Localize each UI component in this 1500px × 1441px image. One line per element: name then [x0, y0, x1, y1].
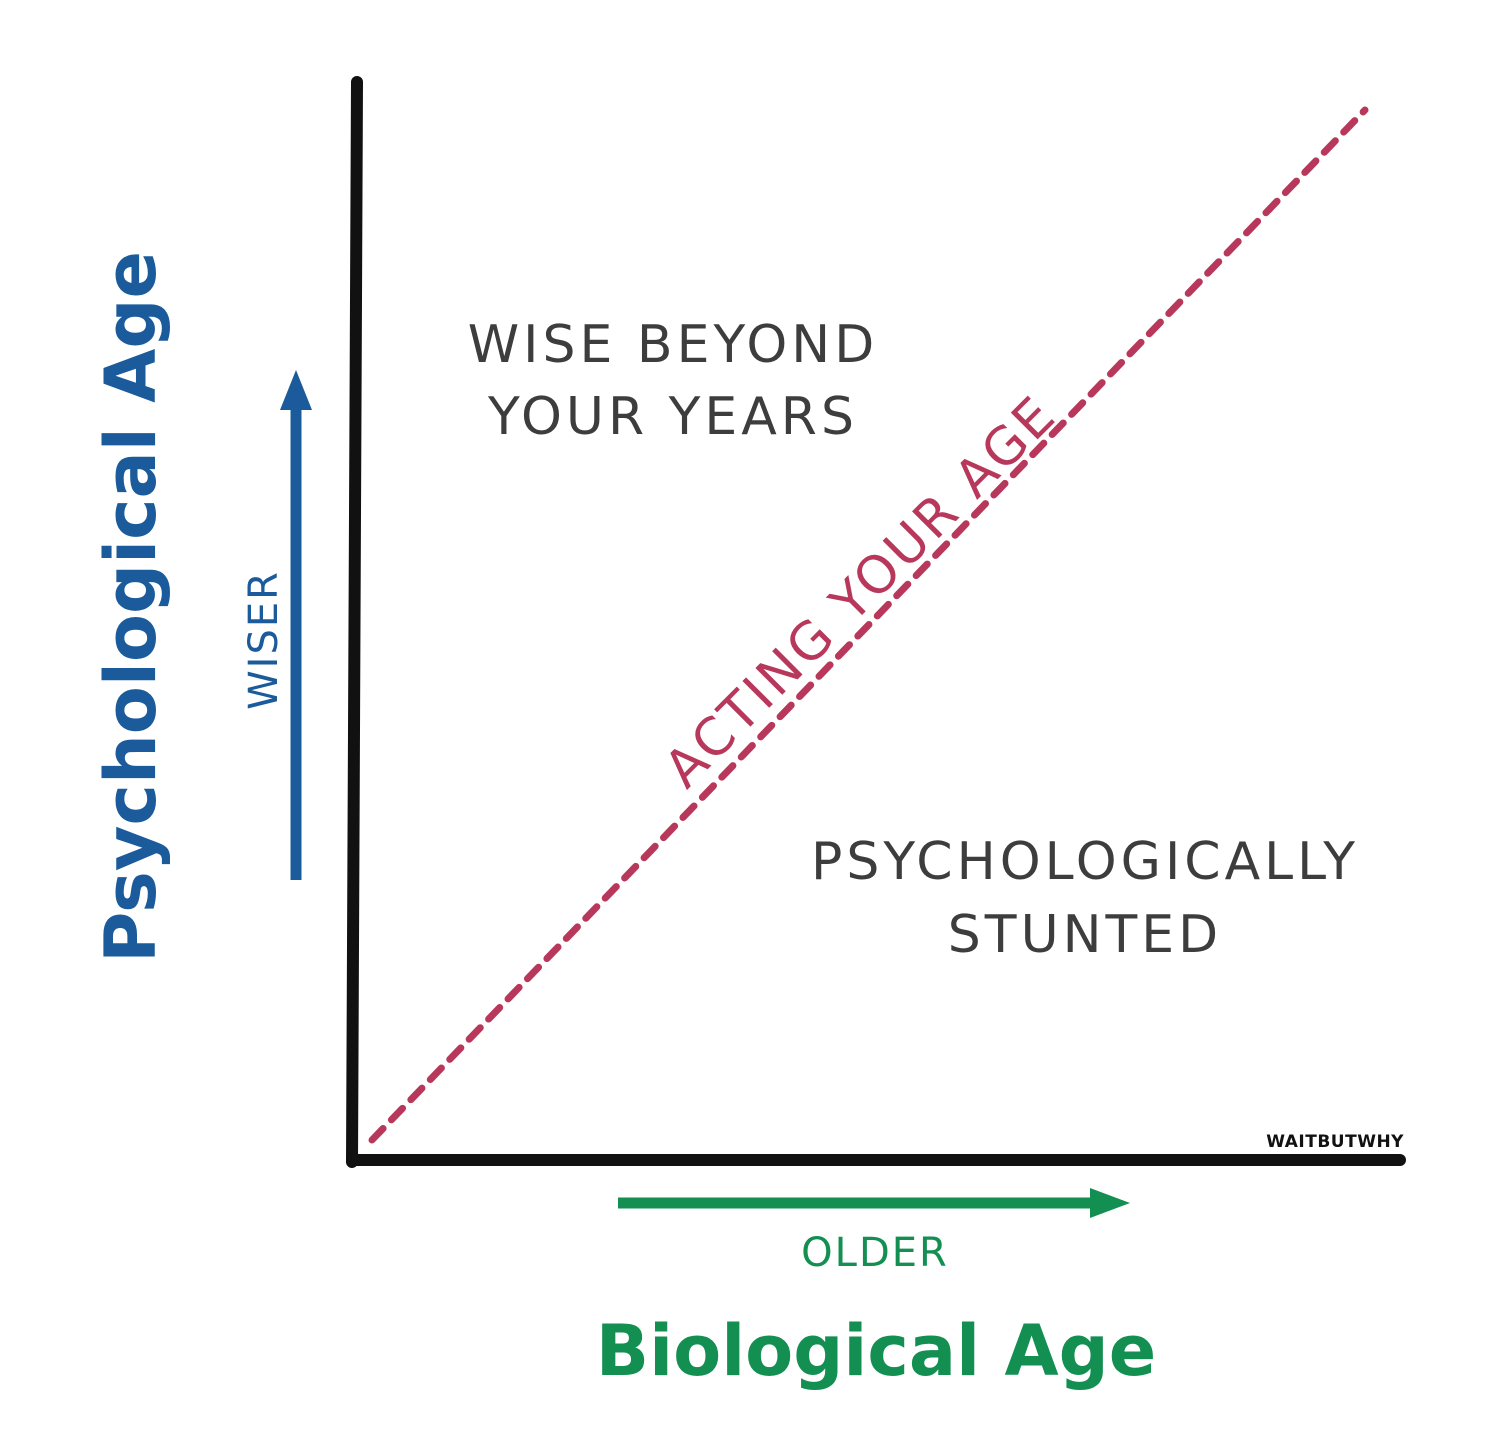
region-upper-left-line2: YOUR YEARS	[487, 387, 858, 447]
region-lower-right-line2: STUNTED	[948, 905, 1222, 965]
region-lower-right-line1: PSYCHOLOGICALLY	[811, 832, 1359, 892]
x-direction-label: OLDER	[801, 1230, 949, 1276]
acting-your-age-line	[368, 106, 1369, 1144]
y-axis-title: Psychological Age	[90, 251, 172, 963]
y-direction-label: WISER	[241, 570, 287, 710]
arrow-right-icon	[618, 1188, 1130, 1218]
region-upper-left-line1: WISE BEYOND	[468, 315, 878, 375]
arrow-up-icon	[280, 370, 312, 880]
x-axis-title: Biological Age	[596, 1310, 1156, 1392]
watermark: WAITBUTWHY	[1266, 1132, 1404, 1152]
y-axis-line	[346, 76, 363, 1168]
